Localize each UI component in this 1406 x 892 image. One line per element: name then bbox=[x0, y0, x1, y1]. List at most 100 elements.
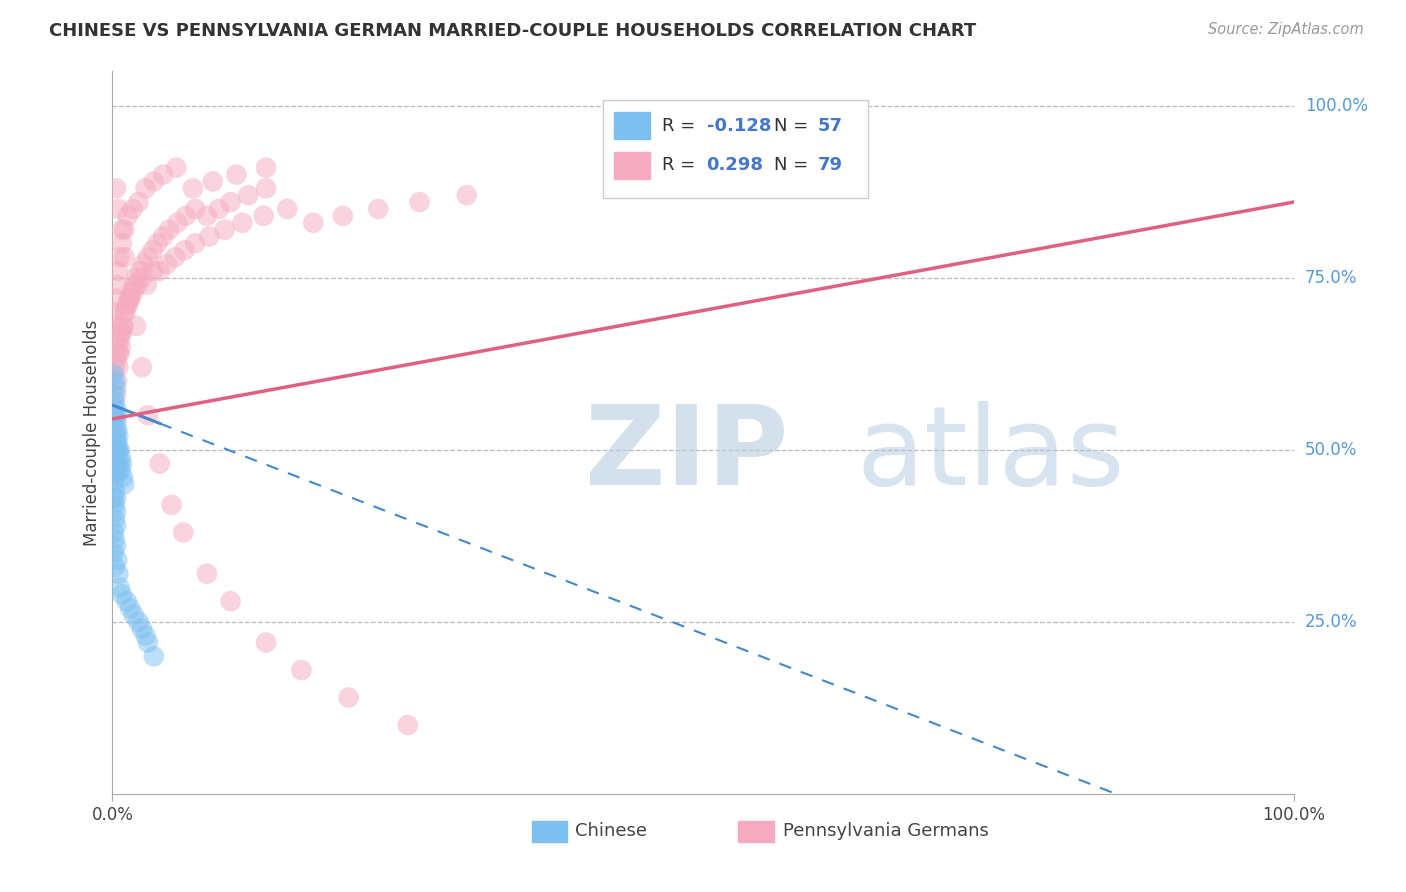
Point bbox=[117, 298, 139, 312]
Point bbox=[103, 409, 125, 423]
Point bbox=[160, 498, 183, 512]
Point bbox=[152, 229, 174, 244]
Point bbox=[108, 346, 131, 360]
Point bbox=[105, 353, 128, 368]
Point bbox=[111, 457, 134, 471]
Point bbox=[127, 195, 149, 210]
Point bbox=[105, 401, 128, 416]
Point bbox=[104, 394, 127, 409]
Point bbox=[103, 401, 125, 416]
Point bbox=[117, 209, 139, 223]
Point bbox=[112, 250, 135, 264]
Point bbox=[105, 409, 128, 423]
Point bbox=[127, 615, 149, 629]
Point bbox=[105, 388, 128, 402]
Point bbox=[112, 305, 135, 319]
Point bbox=[105, 436, 128, 450]
Point bbox=[104, 409, 127, 423]
Point bbox=[107, 442, 129, 457]
Point bbox=[108, 442, 131, 457]
Point bbox=[112, 318, 135, 333]
Point bbox=[136, 250, 159, 264]
Bar bbox=[531, 821, 567, 842]
Point bbox=[111, 236, 134, 251]
Point bbox=[108, 581, 131, 595]
Point bbox=[103, 367, 125, 381]
Point bbox=[104, 442, 127, 457]
Text: 100.0%: 100.0% bbox=[1305, 96, 1368, 115]
Point bbox=[110, 463, 132, 477]
Point bbox=[172, 525, 194, 540]
Point bbox=[105, 422, 128, 436]
Point bbox=[225, 168, 247, 182]
Text: 79: 79 bbox=[817, 156, 842, 174]
Point bbox=[105, 457, 128, 471]
Text: atlas: atlas bbox=[856, 401, 1125, 508]
Point bbox=[231, 216, 253, 230]
Point bbox=[105, 539, 128, 553]
FancyBboxPatch shape bbox=[603, 100, 869, 198]
Text: 25.0%: 25.0% bbox=[1305, 613, 1357, 631]
Point bbox=[107, 429, 129, 443]
Point bbox=[107, 566, 129, 581]
Point bbox=[254, 181, 277, 195]
Point bbox=[105, 491, 128, 505]
Point bbox=[302, 216, 325, 230]
Point bbox=[108, 457, 131, 471]
Point bbox=[105, 415, 128, 429]
Point bbox=[184, 202, 207, 216]
Point bbox=[198, 229, 221, 244]
Text: Chinese: Chinese bbox=[575, 822, 647, 840]
Point bbox=[152, 168, 174, 182]
Point bbox=[127, 277, 149, 292]
Point bbox=[104, 484, 127, 499]
Text: R =: R = bbox=[662, 156, 700, 174]
Point bbox=[105, 518, 128, 533]
Point bbox=[136, 409, 159, 423]
Bar bbox=[614, 112, 650, 139]
Point bbox=[254, 635, 277, 649]
Point bbox=[254, 161, 277, 175]
Point bbox=[238, 188, 260, 202]
Point bbox=[136, 635, 159, 649]
Text: 0.298: 0.298 bbox=[707, 156, 763, 174]
Point bbox=[107, 264, 129, 278]
Point bbox=[195, 209, 218, 223]
Point bbox=[112, 222, 135, 236]
Text: ZIP: ZIP bbox=[585, 401, 789, 508]
Point bbox=[219, 594, 242, 608]
Point bbox=[107, 463, 129, 477]
Point bbox=[115, 298, 138, 312]
Text: 75.0%: 75.0% bbox=[1305, 268, 1357, 287]
Point bbox=[120, 601, 142, 615]
Point bbox=[142, 174, 165, 188]
Point bbox=[107, 360, 129, 375]
Point bbox=[156, 257, 179, 271]
Point bbox=[104, 533, 127, 547]
Point bbox=[104, 429, 127, 443]
Point bbox=[149, 264, 172, 278]
Point bbox=[214, 222, 236, 236]
Text: CHINESE VS PENNSYLVANIA GERMAN MARRIED-COUPLE HOUSEHOLDS CORRELATION CHART: CHINESE VS PENNSYLVANIA GERMAN MARRIED-C… bbox=[49, 22, 976, 40]
Y-axis label: Married-couple Households: Married-couple Households bbox=[83, 319, 101, 546]
Point bbox=[105, 381, 128, 395]
Point bbox=[173, 244, 195, 258]
Point bbox=[208, 202, 231, 216]
Text: Pennsylvania Germans: Pennsylvania Germans bbox=[783, 822, 990, 840]
Point bbox=[396, 718, 419, 732]
Point bbox=[105, 429, 128, 443]
Point bbox=[103, 463, 125, 477]
Text: 57: 57 bbox=[817, 117, 842, 135]
Point bbox=[122, 285, 145, 299]
Point bbox=[108, 250, 131, 264]
Point bbox=[131, 360, 153, 375]
Point bbox=[118, 292, 141, 306]
Point bbox=[107, 202, 129, 216]
Bar bbox=[614, 152, 650, 179]
Point bbox=[115, 594, 138, 608]
Point bbox=[165, 250, 187, 264]
Text: -0.128: -0.128 bbox=[707, 117, 770, 135]
Point bbox=[131, 622, 153, 636]
Point bbox=[104, 498, 127, 512]
Point bbox=[105, 277, 128, 292]
